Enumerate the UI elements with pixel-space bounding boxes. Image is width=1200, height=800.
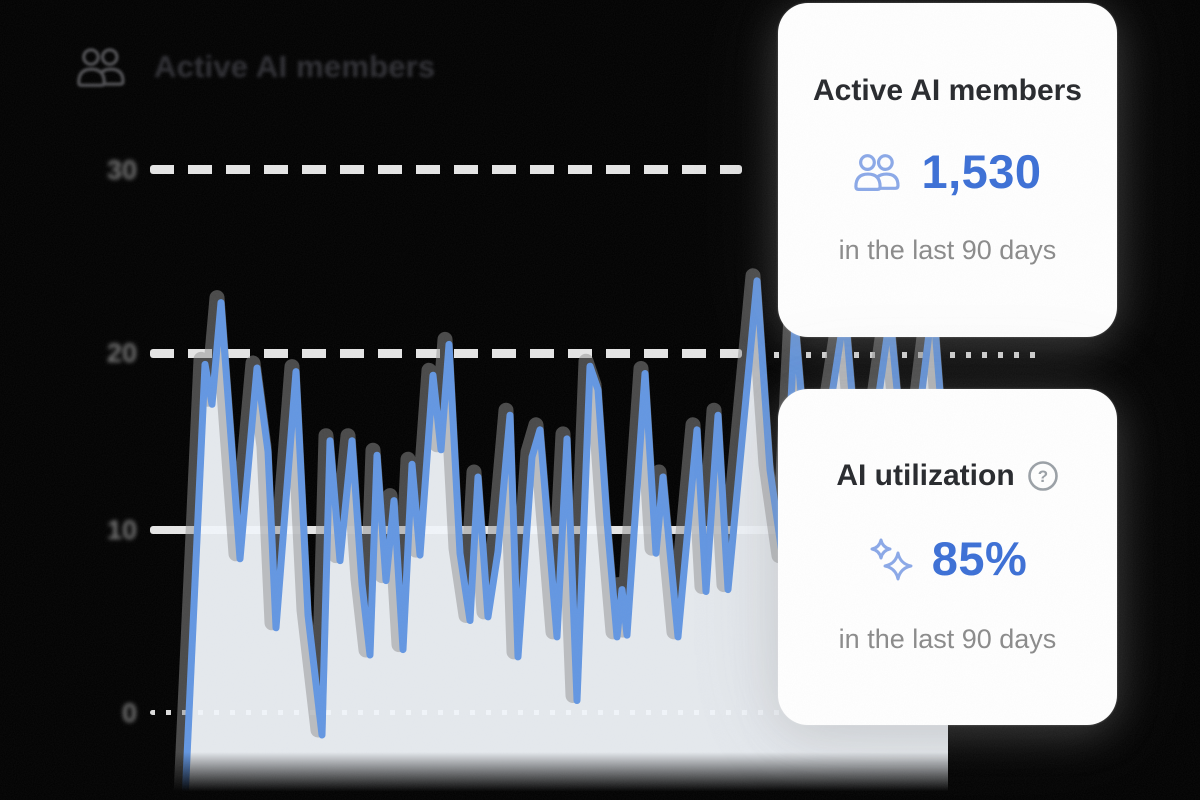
- card2-title: AI utilization: [836, 459, 1015, 492]
- card1-title: Active AI members: [812, 74, 1082, 107]
- card-active-ai-members: Active AI members 1,530 in the last 90 d…: [778, 3, 1117, 337]
- bottom-fade: [150, 752, 962, 800]
- page-header: Active AI members: [76, 46, 435, 88]
- page-title: Active AI members: [154, 49, 436, 84]
- question-circle-icon[interactable]: ?: [1027, 460, 1059, 492]
- card2-caption: in the last 90 days: [838, 624, 1057, 654]
- y-tick-0: 0: [121, 698, 137, 728]
- card2-value-row: 85%: [868, 531, 1028, 586]
- y-tick-30: 30: [106, 155, 137, 185]
- svg-text:?: ?: [1037, 467, 1047, 486]
- card1-value-row: 1,530: [853, 144, 1041, 199]
- active-members-value: 1,530: [921, 145, 1042, 198]
- users-icon: [854, 153, 901, 191]
- sparkles-icon: [870, 538, 913, 580]
- card-ai-utilization: AI utilization ? 85% in the last 90 days: [778, 389, 1117, 725]
- users-icon: [77, 48, 125, 87]
- ai-utilization-value: 85%: [931, 532, 1028, 585]
- card1-caption: in the last 90 days: [838, 235, 1057, 265]
- y-tick-20: 20: [106, 338, 137, 368]
- y-tick-10: 10: [106, 515, 137, 545]
- card2-title-row: AI utilization ?: [836, 459, 1058, 493]
